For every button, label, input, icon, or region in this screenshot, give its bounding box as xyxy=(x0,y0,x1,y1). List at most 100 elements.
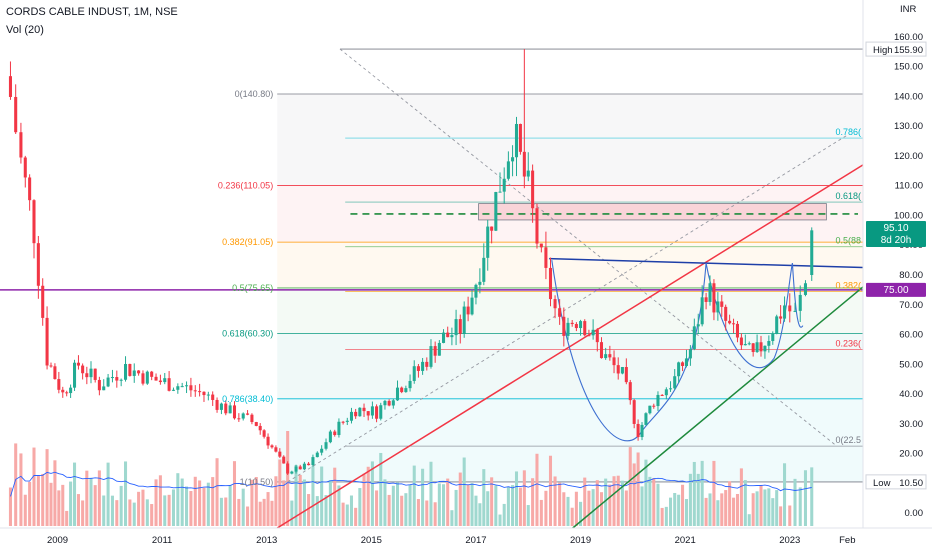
symbol-title: CORDS CABLE INDUST, 1M, NSE xyxy=(6,6,178,18)
volume-bar xyxy=(362,473,366,526)
volume-bar xyxy=(193,476,197,526)
volume-bar xyxy=(478,503,482,526)
volume-bar xyxy=(681,484,685,526)
volume-bar xyxy=(311,466,315,526)
candle-body xyxy=(110,377,114,379)
volume-bar xyxy=(763,489,767,526)
candle-body xyxy=(574,324,578,329)
candle-body xyxy=(176,386,180,390)
time-axis-tick-label: 2017 xyxy=(465,535,486,546)
volume-bar xyxy=(696,473,700,526)
volume-bar xyxy=(250,479,254,526)
volume-bar xyxy=(93,485,97,526)
candle-body xyxy=(720,301,724,307)
currency-label: INR xyxy=(900,4,917,15)
candle-body xyxy=(349,411,354,421)
volume-bar xyxy=(526,505,530,526)
candle-body xyxy=(119,379,123,381)
candle-body xyxy=(137,370,141,374)
low-badge-value: 10.50 xyxy=(899,478,923,489)
volume-bar xyxy=(648,476,652,526)
candle-body xyxy=(298,466,302,470)
candle-body xyxy=(93,368,97,380)
volume-bar xyxy=(241,488,245,526)
chart-legend: CORDS CABLE INDUST, 1M, NSE Vol (20) xyxy=(6,5,178,37)
volume-bar xyxy=(514,471,519,526)
candle-body xyxy=(664,389,668,396)
volume-bar xyxy=(704,497,708,526)
volume-bar xyxy=(595,480,599,526)
volume-bar xyxy=(81,500,85,526)
price-axis-tick-label: 130.00 xyxy=(894,121,923,132)
volume-bar xyxy=(531,478,535,526)
price-axis-tick-label: 60.00 xyxy=(899,330,923,341)
candle-body xyxy=(681,362,685,366)
candle-body xyxy=(531,170,535,209)
volume-bar xyxy=(408,484,412,526)
candle-body xyxy=(620,367,624,374)
candle-body xyxy=(290,471,294,474)
volume-bar xyxy=(616,475,620,526)
candle-body xyxy=(644,413,648,425)
candle-body xyxy=(232,405,237,419)
candle-body xyxy=(482,257,486,282)
volume-bar xyxy=(640,486,644,526)
volume-bar xyxy=(128,499,132,526)
candle-body xyxy=(677,362,681,377)
volume-bar xyxy=(574,491,578,526)
candle-body xyxy=(511,157,515,162)
volume-bar xyxy=(793,478,797,526)
candle-body xyxy=(579,321,583,329)
candle-body xyxy=(708,283,712,302)
candle-body xyxy=(400,387,404,393)
volume-bar xyxy=(644,459,648,526)
volume-bar xyxy=(141,489,145,526)
volume-bar xyxy=(354,507,358,526)
volume-bar xyxy=(167,494,171,526)
volume-bar xyxy=(85,470,89,526)
time-axis-tick-label: 2013 xyxy=(256,535,277,546)
candle-body xyxy=(450,335,454,338)
candle-body xyxy=(324,442,328,449)
candle-body xyxy=(315,452,319,458)
fib-extension-label: 0.5(88 xyxy=(835,236,861,246)
candle-body xyxy=(106,377,110,387)
candle-body xyxy=(775,316,779,335)
candle-body xyxy=(23,157,27,178)
volume-bar xyxy=(652,478,656,526)
volume-bar xyxy=(320,466,324,526)
volume-bar xyxy=(400,495,404,526)
candle-body xyxy=(246,413,250,415)
candle-body xyxy=(518,123,522,152)
volume-bar xyxy=(535,453,539,526)
candle-body xyxy=(241,413,245,419)
candle-body xyxy=(810,230,814,275)
price-axis-tick-label: 80.00 xyxy=(899,270,923,281)
price-axis-tick-label: 110.00 xyxy=(895,181,923,192)
candle-body xyxy=(539,243,543,248)
candle-body xyxy=(558,308,562,317)
volume-bar xyxy=(442,484,446,526)
volume-bar xyxy=(759,485,763,526)
candle-body xyxy=(124,363,128,380)
candle-body xyxy=(739,337,743,346)
candle-body xyxy=(28,177,32,201)
volume-bar xyxy=(202,487,206,526)
volume-bar xyxy=(298,474,302,526)
candle-body xyxy=(224,403,228,414)
candle-body xyxy=(604,354,608,359)
volume-bar xyxy=(154,479,158,526)
volume-bar xyxy=(379,452,383,526)
price-axis-tick-label: 100.00 xyxy=(894,210,923,221)
candle-body xyxy=(341,421,345,423)
volume-bar xyxy=(591,489,595,526)
candle-body xyxy=(779,316,783,319)
candle-body xyxy=(395,387,400,401)
candle-body xyxy=(45,317,49,366)
candle-body xyxy=(759,342,763,352)
candle-body xyxy=(163,378,167,383)
high-badge xyxy=(865,41,927,57)
candle-body xyxy=(624,367,628,383)
fib-level-label: 0.382(91.05) xyxy=(222,237,273,247)
